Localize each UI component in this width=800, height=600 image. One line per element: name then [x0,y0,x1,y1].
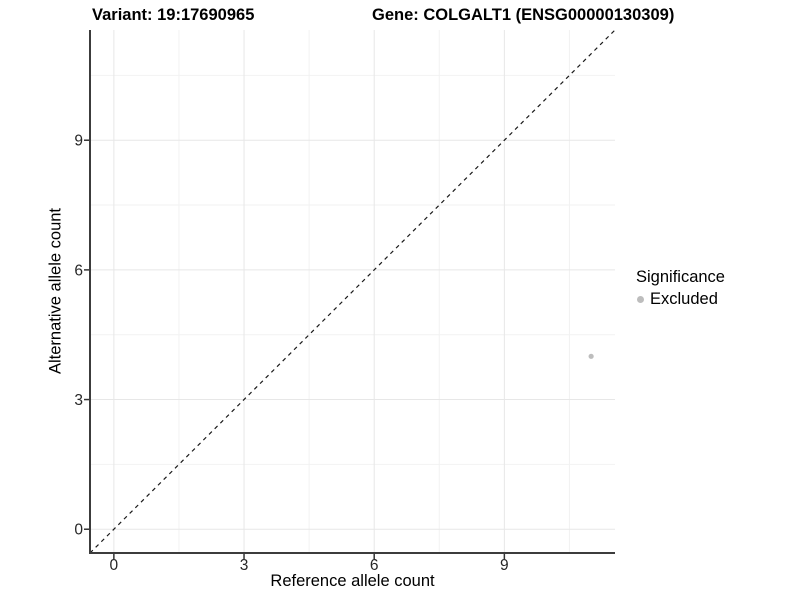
identity-dashed-line [89,29,616,554]
legend-item-label: Excluded [650,290,718,308]
legend-title: Significance [636,268,725,286]
x-tick-label: 6 [370,557,379,574]
y-axis-title: Alternative allele count [46,207,65,375]
legend-items: Excluded [636,289,725,310]
x-tick-label: 3 [240,557,249,574]
legend-item: Excluded [636,289,725,310]
gene-title: Gene: COLGALT1 (ENSG00000130309) [372,6,675,24]
x-tick-label: 0 [110,557,119,574]
variant-title: Variant: 19:17690965 [92,6,255,24]
data-point [588,353,594,359]
y-tick-label: 9 [74,133,83,150]
y-tick-label: 6 [74,262,83,279]
x-tick-label: 9 [500,557,509,574]
legend: Significance Excluded [636,267,725,310]
legend-point-icon [637,296,644,303]
y-tick-label: 0 [74,522,83,539]
y-tick-label: 3 [74,392,83,409]
x-axis-title: Reference allele count [270,572,435,590]
